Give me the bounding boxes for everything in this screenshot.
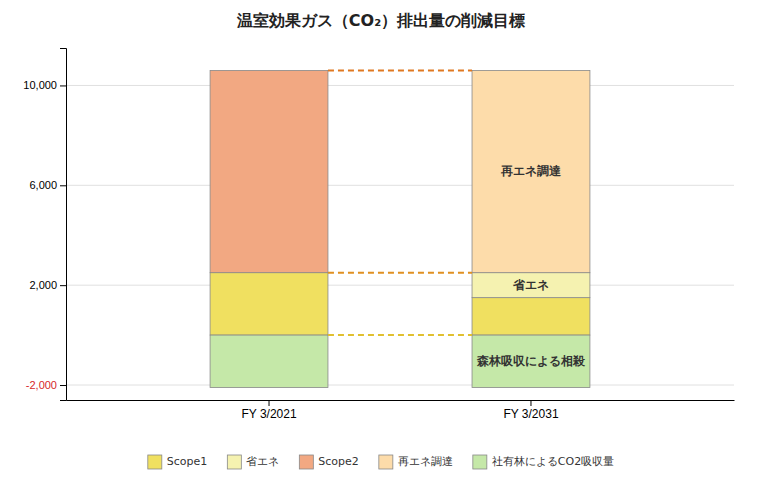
x-tick-mark [530, 400, 531, 406]
bar [472, 273, 590, 298]
y-tick-mark [60, 385, 66, 386]
legend-label: Scope1 [167, 455, 208, 468]
x-tick-label: FY 3/2021 [241, 407, 296, 421]
annotation: 省エネ [512, 278, 549, 292]
bar [472, 70, 590, 272]
connector-line [328, 334, 472, 336]
legend-label: Scope2 [318, 455, 359, 468]
bar [210, 70, 328, 272]
bar-series [472, 273, 590, 298]
legend-label: 社有林によるCO2吸収量 [492, 455, 614, 468]
plot-area: -2,000 2,000 6,000 10,000 FY 3/2021 FY 3/2031… [23, 49, 734, 421]
bar [472, 298, 590, 335]
connectors [328, 70, 472, 335]
x-axis-line [67, 400, 735, 401]
annotations: 再エネ調達省エネ森林吸収による相殺 [476, 164, 586, 368]
grid-line [66, 385, 734, 386]
legend-swatch [227, 455, 241, 469]
annotation: 森林吸収による相殺 [476, 354, 586, 368]
bar [210, 273, 328, 335]
legend-label: 再エネ調達 [398, 455, 453, 468]
x-tick: FY 3/2021 [241, 400, 296, 421]
annotation: 再エネ調達 [500, 164, 562, 178]
y-tick-label: 6,000 [29, 179, 57, 191]
chart-title: 温室効果ガス（CO₂）排出量の削減目標 [236, 11, 525, 30]
y-tick-label: 10,000 [23, 79, 57, 91]
legend-item: Scope1 [148, 455, 208, 469]
chart-svg: 温室効果ガス（CO₂）排出量の削減目標 -2,000 2,000 6,000 10,00… [0, 0, 762, 484]
legend-swatch [148, 455, 162, 469]
legend-label: 省エネ [246, 455, 279, 468]
bar [472, 335, 590, 387]
y-axis: -2,000 2,000 6,000 10,000 [23, 49, 66, 401]
x-tick: FY 3/2031 [503, 400, 558, 421]
y-tick-label: 2,000 [29, 279, 57, 291]
connector-line [328, 69, 472, 71]
legend-item: 社有林によるCO2吸収量 [473, 455, 614, 469]
x-tick-label: FY 3/2031 [503, 407, 558, 421]
bar-series [210, 273, 590, 335]
grid-line [66, 185, 734, 186]
y-tick: 6,000 [29, 179, 66, 191]
y-axis-line [60, 49, 67, 401]
legend: Scope1 省エネ Scope2 再エネ調達 社有林によるCO2吸収量 [148, 455, 614, 469]
y-tick: 10,000 [23, 79, 66, 91]
grid-line [66, 85, 734, 86]
bar-series [210, 70, 328, 272]
legend-swatch [473, 455, 487, 469]
grid [66, 85, 734, 385]
marks [210, 70, 590, 387]
legend-item: 省エネ [227, 455, 279, 469]
legend-item: 再エネ調達 [379, 455, 453, 469]
x-axis: FY 3/2021 FY 3/2031 [67, 400, 735, 421]
bar-series [210, 335, 590, 387]
legend-item: Scope2 [299, 455, 359, 469]
legend-swatch [299, 455, 313, 469]
connector-line [328, 272, 472, 274]
chart-container: 温室効果ガス（CO₂）排出量の削減目標 -2,000 2,000 6,000 10,00… [0, 0, 762, 484]
y-tick: -2,000 [26, 379, 66, 391]
y-tick: 2,000 [29, 279, 66, 291]
grid-line [66, 285, 734, 286]
y-tick-mark [60, 85, 66, 86]
bar-series [472, 70, 590, 272]
y-tick-mark [60, 285, 66, 286]
x-tick-mark [269, 400, 270, 406]
bar [210, 335, 328, 387]
legend-swatch [379, 455, 393, 469]
y-tick-label: -2,000 [26, 379, 57, 391]
y-tick-mark [60, 185, 66, 186]
